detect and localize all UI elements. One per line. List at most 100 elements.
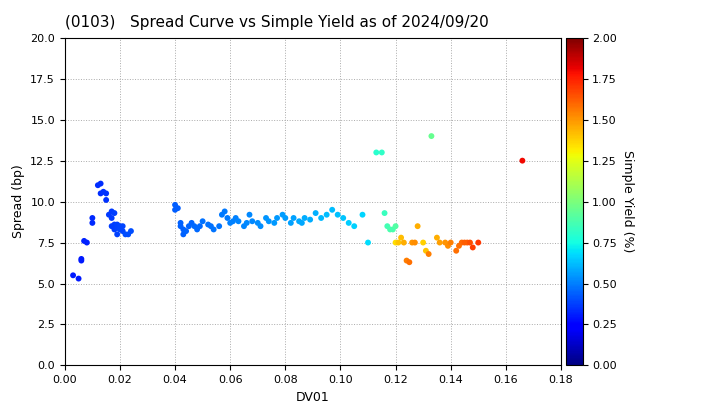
Point <box>326 207 338 213</box>
Point <box>338 215 349 221</box>
Point <box>76 255 87 262</box>
Point <box>390 223 401 229</box>
Point <box>462 239 473 246</box>
Point <box>379 210 390 216</box>
Point <box>387 226 399 233</box>
Point <box>348 223 360 229</box>
Point <box>95 190 107 197</box>
Point <box>279 215 291 221</box>
Point <box>197 218 208 225</box>
Point <box>420 247 432 254</box>
Point <box>293 218 305 225</box>
Point <box>343 220 354 226</box>
Point <box>114 226 126 233</box>
Point <box>189 223 200 229</box>
Point <box>73 275 84 282</box>
Point <box>453 242 464 249</box>
Point <box>246 218 258 225</box>
Point <box>395 234 407 241</box>
Point <box>178 226 189 233</box>
Point <box>371 149 382 156</box>
Point <box>122 231 134 238</box>
Point <box>205 223 217 229</box>
Point <box>120 231 131 238</box>
Point <box>431 234 443 241</box>
Point <box>315 215 327 221</box>
Point <box>376 149 387 156</box>
Point <box>426 133 437 139</box>
Point <box>321 211 333 218</box>
Point <box>398 239 410 246</box>
Point <box>106 215 117 221</box>
Point <box>285 220 297 226</box>
Point <box>434 239 446 246</box>
Point <box>238 223 250 229</box>
Point <box>125 228 137 234</box>
Point <box>472 239 484 246</box>
Point <box>260 215 271 221</box>
Point <box>95 180 107 187</box>
Point <box>112 224 123 231</box>
Point <box>175 220 186 226</box>
Point <box>406 239 418 246</box>
X-axis label: DV01: DV01 <box>296 391 330 404</box>
Point <box>81 239 93 246</box>
Point <box>382 223 393 229</box>
Point <box>92 182 104 189</box>
Point <box>445 239 456 246</box>
Point <box>418 239 429 246</box>
Point <box>384 226 396 233</box>
Point <box>464 239 476 246</box>
Point <box>439 239 451 246</box>
Point <box>183 223 194 229</box>
Point <box>412 223 423 229</box>
Point <box>67 272 78 279</box>
Point <box>225 220 236 226</box>
Y-axis label: Spread (bp): Spread (bp) <box>12 165 24 239</box>
Point <box>178 231 189 238</box>
Point <box>271 215 283 221</box>
Point <box>109 221 120 228</box>
Point <box>103 211 114 218</box>
Point <box>517 157 528 164</box>
Point <box>86 215 98 221</box>
Point <box>117 223 128 229</box>
Point <box>109 210 120 216</box>
Point <box>409 239 420 246</box>
Point <box>228 218 239 225</box>
Point <box>100 190 112 197</box>
Point <box>219 208 230 215</box>
Y-axis label: Simple Yield (%): Simple Yield (%) <box>621 150 634 253</box>
Point <box>86 220 98 226</box>
Point <box>106 208 117 215</box>
Point <box>244 211 256 218</box>
Point <box>180 228 192 234</box>
Point <box>112 231 123 238</box>
Point <box>106 223 117 229</box>
Point <box>310 210 321 216</box>
Point <box>241 220 253 226</box>
Point <box>263 218 274 225</box>
Point <box>112 221 123 228</box>
Point <box>172 205 184 212</box>
Point <box>230 215 241 221</box>
Point <box>390 239 401 246</box>
Point <box>169 202 181 208</box>
Point <box>255 223 266 229</box>
Point <box>192 226 203 233</box>
Point <box>305 216 316 223</box>
Point <box>222 215 233 221</box>
Point <box>459 239 470 246</box>
Point <box>114 223 126 229</box>
Point <box>451 247 462 254</box>
Point <box>423 251 434 257</box>
Point <box>442 242 454 249</box>
Point <box>233 218 244 225</box>
Point <box>175 223 186 229</box>
Point <box>100 197 112 203</box>
Text: (0103)   Spread Curve vs Simple Yield as of 2024/09/20: (0103) Spread Curve vs Simple Yield as o… <box>65 15 489 30</box>
Point <box>194 223 206 229</box>
Point <box>456 239 467 246</box>
Point <box>356 211 368 218</box>
Point <box>76 257 87 264</box>
